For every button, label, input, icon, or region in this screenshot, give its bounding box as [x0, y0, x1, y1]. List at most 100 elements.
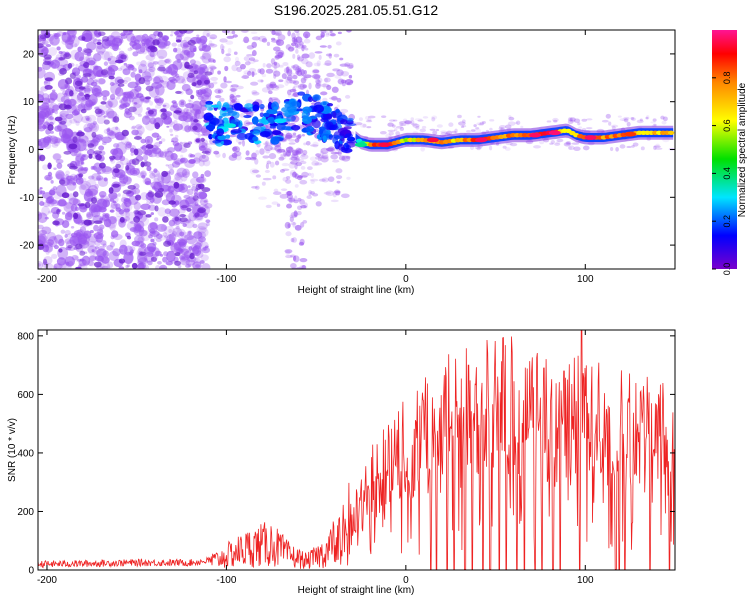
noise-blob [163, 240, 172, 247]
noise-blob [460, 125, 465, 129]
noise-blob [454, 128, 458, 134]
noise-blob [54, 116, 63, 122]
noise-blob [60, 133, 71, 144]
ridge-blob [226, 107, 234, 114]
noise-blob [332, 159, 340, 163]
noise-blob [170, 243, 180, 253]
noise-blob [118, 266, 125, 269]
noise-blob [117, 79, 125, 84]
noise-blob [81, 36, 86, 41]
noise-blob [290, 42, 297, 47]
noise-blob [79, 258, 85, 262]
noise-blob [140, 138, 147, 144]
noise-blob [295, 150, 300, 155]
noise-blob [293, 210, 298, 217]
noise-blob [38, 43, 44, 49]
noise-blob [136, 61, 142, 66]
noise-blob [154, 217, 159, 222]
noise-blob [199, 260, 205, 264]
noise-blob [334, 151, 342, 155]
noise-blob [150, 212, 155, 216]
noise-blob [198, 159, 205, 167]
noise-blob [119, 239, 127, 248]
ridge-blob [337, 143, 345, 151]
noise-blob [197, 207, 206, 214]
noise-blob [319, 45, 327, 48]
noise-blob [261, 87, 271, 93]
noise-blob [131, 240, 141, 247]
noise-blob [75, 153, 84, 163]
noise-blob [290, 263, 297, 269]
noise-blob [288, 161, 296, 169]
noise-blob [341, 155, 347, 161]
noise-blob [51, 108, 55, 113]
noise-blob [127, 184, 136, 190]
noise-blob [69, 72, 76, 79]
noise-blob [274, 160, 280, 166]
noise-blob [457, 114, 462, 119]
noise-blob [181, 78, 187, 85]
colorbar-tick-label: 0.6 [722, 119, 732, 132]
noise-blob [205, 219, 211, 224]
noise-blob [55, 173, 63, 179]
noise-blob [63, 150, 72, 155]
noise-blob [308, 189, 313, 196]
noise-blob [623, 116, 630, 120]
noise-blob [145, 144, 154, 149]
noise-blob [286, 190, 293, 196]
noise-blob [162, 216, 169, 223]
noise-blob [622, 119, 628, 122]
noise-blob [55, 170, 65, 180]
noise-blob [266, 160, 272, 165]
noise-blob [367, 118, 372, 122]
noise-blob [188, 246, 193, 252]
noise-blob [151, 81, 163, 89]
noise-blob [301, 153, 306, 157]
noise-blob [498, 127, 503, 130]
ridge-blob [230, 129, 242, 134]
ridge-blob [270, 136, 280, 145]
noise-blob [190, 94, 195, 100]
noise-blob [193, 119, 199, 123]
noise-blob [339, 108, 349, 114]
noise-blob [176, 223, 180, 228]
noise-blob [440, 130, 447, 133]
noise-blob [169, 179, 174, 184]
noise-blob [131, 158, 140, 166]
noise-blob [320, 91, 328, 96]
noise-blob [395, 131, 401, 136]
noise-blob [80, 180, 91, 191]
noise-blob [122, 96, 128, 102]
noise-blob [80, 156, 85, 162]
noise-blob [121, 202, 128, 210]
noise-blob [169, 241, 178, 247]
noise-blob [40, 49, 44, 53]
noise-blob [241, 75, 250, 79]
noise-blob [156, 36, 168, 49]
ridge-blob [332, 111, 337, 119]
noise-blob [137, 210, 147, 216]
y-tick-label: 10 [23, 97, 35, 108]
noise-blob [186, 188, 194, 196]
noise-blob [265, 163, 269, 170]
ridge-blob [262, 112, 270, 118]
noise-blob [39, 187, 43, 190]
noise-blob [93, 261, 102, 268]
noise-blob [95, 134, 104, 141]
noise-blob [422, 116, 429, 119]
ridge-peak [274, 118, 287, 124]
noise-blob [245, 122, 255, 125]
noise-blob [292, 80, 300, 85]
y-tick-label: 0 [28, 145, 34, 156]
noise-blob [154, 142, 161, 148]
noise-blob [301, 53, 310, 59]
noise-blob [138, 226, 145, 233]
noise-blob [275, 39, 285, 47]
noise-blob [140, 203, 151, 210]
noise-blob [179, 213, 186, 218]
ridge-blob [322, 101, 327, 106]
noise-blob [49, 130, 54, 134]
noise-blob [145, 85, 154, 92]
noise-blob [93, 220, 103, 224]
noise-blob [505, 124, 512, 129]
